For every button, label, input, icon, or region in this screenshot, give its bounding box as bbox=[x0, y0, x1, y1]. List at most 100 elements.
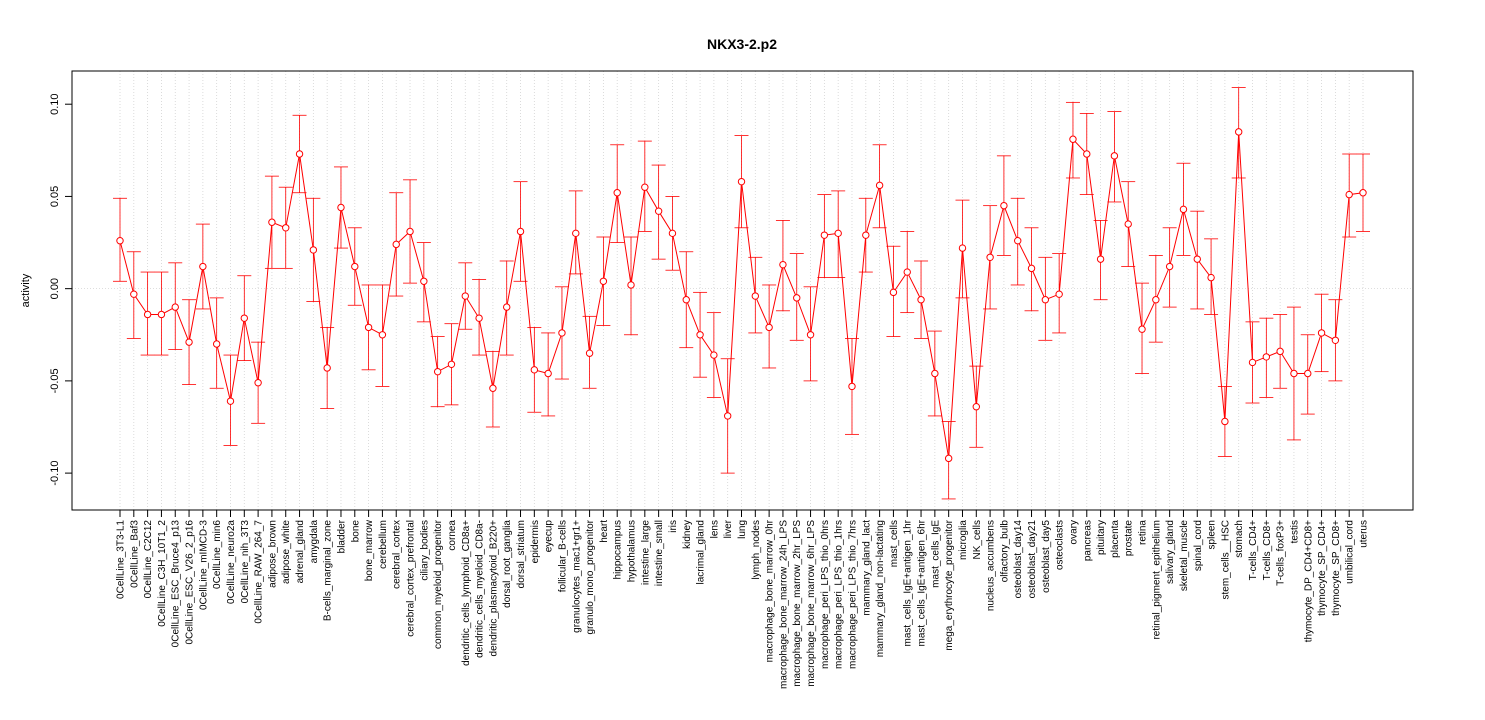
data-point bbox=[1262, 353, 1271, 361]
x-tick-label: placenta bbox=[1110, 520, 1121, 558]
x-tick-label: common_myeloid_progenitor bbox=[433, 519, 444, 649]
data-point bbox=[1221, 417, 1229, 426]
data-point bbox=[710, 351, 718, 359]
data-point bbox=[641, 183, 649, 191]
data-point bbox=[903, 268, 911, 276]
x-tick-label: 0CellLine_ESC_Bruce4_p13 bbox=[171, 520, 182, 648]
data-point bbox=[1124, 220, 1132, 228]
x-tick-label: heart bbox=[599, 520, 610, 543]
data-point bbox=[1235, 128, 1243, 136]
x-tick-label: uterus bbox=[1359, 520, 1370, 548]
data-point bbox=[1345, 190, 1353, 199]
x-tick-label: microglia bbox=[958, 520, 969, 560]
data-point bbox=[931, 369, 939, 378]
data-point bbox=[1110, 152, 1119, 160]
data-point bbox=[917, 296, 925, 304]
data-point bbox=[558, 329, 566, 337]
data-point bbox=[489, 384, 497, 392]
y-axis-label: activity bbox=[20, 273, 32, 307]
data-point bbox=[1207, 273, 1215, 282]
x-tick-label: olfactory_bulb bbox=[999, 520, 1010, 583]
chart-title: NKX3-2.p2 bbox=[707, 36, 777, 52]
data-point bbox=[1359, 189, 1367, 197]
data-point bbox=[1152, 296, 1160, 304]
series-activity bbox=[116, 128, 1367, 463]
data-point bbox=[627, 281, 635, 289]
x-tick-label: cerebral_cortex_prefrontal bbox=[406, 520, 417, 637]
data-point bbox=[682, 296, 690, 304]
y-tick-label: -0.10 bbox=[49, 461, 61, 486]
x-tick-label: macrophage_peri_LPS_thio_7hrs bbox=[847, 520, 858, 669]
data-point bbox=[1304, 369, 1312, 378]
x-tick-label: thymocyte_SP_CD8+ bbox=[1331, 520, 1342, 616]
data-point bbox=[765, 323, 773, 332]
x-tick-label: cornea bbox=[447, 520, 458, 551]
x-tick-label: 0CellLine_Baf3 bbox=[129, 520, 140, 588]
data-point bbox=[806, 331, 815, 339]
x-tick-label: umbilical_cord bbox=[1345, 520, 1356, 584]
x-tick-label: intestine_large bbox=[640, 520, 651, 585]
x-tick-label: hypothalamus bbox=[627, 520, 638, 582]
x-tick-label: macrophage_bone_marrow_2hr_LPS bbox=[792, 520, 803, 687]
x-tick-label: cerebral_cortex bbox=[392, 520, 403, 589]
x-tick-label: hippocampus bbox=[613, 520, 624, 579]
x-tick-label: bladder bbox=[336, 519, 347, 553]
data-point bbox=[199, 262, 207, 271]
data-point bbox=[1138, 325, 1146, 333]
data-point bbox=[1000, 201, 1008, 210]
data-point bbox=[157, 310, 166, 319]
x-tick-label: macrophage_bone_marrow_24h_LPS bbox=[778, 520, 789, 689]
data-point bbox=[378, 331, 387, 339]
data-point bbox=[268, 218, 276, 226]
y-tick-label: -0.05 bbox=[49, 368, 61, 393]
data-point bbox=[1179, 205, 1188, 214]
y-axis: -0.10 -0.05 0.00 0.05 0.10 bbox=[49, 93, 73, 486]
x-tick-label: osteoblast_day21 bbox=[1027, 520, 1038, 599]
data-point bbox=[572, 229, 580, 238]
data-point bbox=[130, 290, 138, 298]
x-tick-label: mammary_gland_non-lactating bbox=[875, 520, 886, 657]
x-tick-label: dorsal_striatum bbox=[516, 520, 527, 588]
x-tick-label: liver bbox=[723, 519, 734, 538]
x-tick-label: lens bbox=[709, 520, 720, 538]
x-tick-label: retina bbox=[1138, 520, 1149, 545]
x-tick-label: dendritic_plasmacytoid_B220+ bbox=[488, 520, 499, 657]
x-tick-label: macrophage_bone_marrow_6hr_LPS bbox=[806, 520, 817, 687]
data-point bbox=[185, 338, 193, 346]
data-point bbox=[295, 150, 304, 158]
data-point bbox=[1165, 262, 1174, 271]
x-tick-label: epidermis bbox=[530, 520, 541, 563]
x-tick-label: lacrimal_gland bbox=[696, 520, 707, 584]
x-tick-label: 0CellLine_3T3-L1 bbox=[116, 520, 127, 599]
data-point bbox=[240, 314, 249, 322]
data-point bbox=[751, 292, 760, 300]
x-tick-label: spinal_cord bbox=[1193, 520, 1204, 571]
x-tick-label: adipose_brown bbox=[267, 520, 278, 588]
data-point bbox=[1027, 264, 1036, 273]
data-point bbox=[779, 260, 787, 269]
x-tick-label: T-cells_CD4+ bbox=[1248, 520, 1259, 580]
data-point bbox=[530, 366, 539, 374]
data-point bbox=[116, 236, 124, 245]
x-tick-label: thymocyte_SP_CD4+ bbox=[1317, 520, 1328, 616]
data-point bbox=[171, 303, 179, 311]
data-point bbox=[475, 314, 483, 322]
data-point bbox=[848, 382, 856, 391]
x-tick-label: iris bbox=[668, 520, 679, 533]
x-tick-label: mast_cells_IgE+antigen_1hr bbox=[903, 519, 914, 646]
x-tick-label: B-cells_marginal_zone bbox=[323, 520, 334, 622]
x-tick-label: bone_marrow bbox=[364, 519, 375, 581]
data-point bbox=[834, 229, 842, 238]
data-point bbox=[944, 454, 953, 463]
x-tick-label: granulo_mono_progenitor bbox=[585, 519, 596, 634]
x-tick-label: thymocyte_DP_CD4+CD8+ bbox=[1303, 520, 1314, 642]
x-tick-label: intestine_small bbox=[654, 520, 665, 586]
y-tick-label: 0.05 bbox=[49, 186, 61, 207]
x-tick-label: T-cells_CD8+ bbox=[1262, 520, 1273, 580]
x-tick-label: ciliary_bodies bbox=[419, 520, 430, 581]
x-tick-label: macrophage_peri_LPS_thio_1hrs bbox=[834, 520, 845, 669]
data-point bbox=[1276, 347, 1284, 356]
data-point bbox=[254, 379, 262, 387]
x-tick-label: testis bbox=[1289, 520, 1300, 543]
